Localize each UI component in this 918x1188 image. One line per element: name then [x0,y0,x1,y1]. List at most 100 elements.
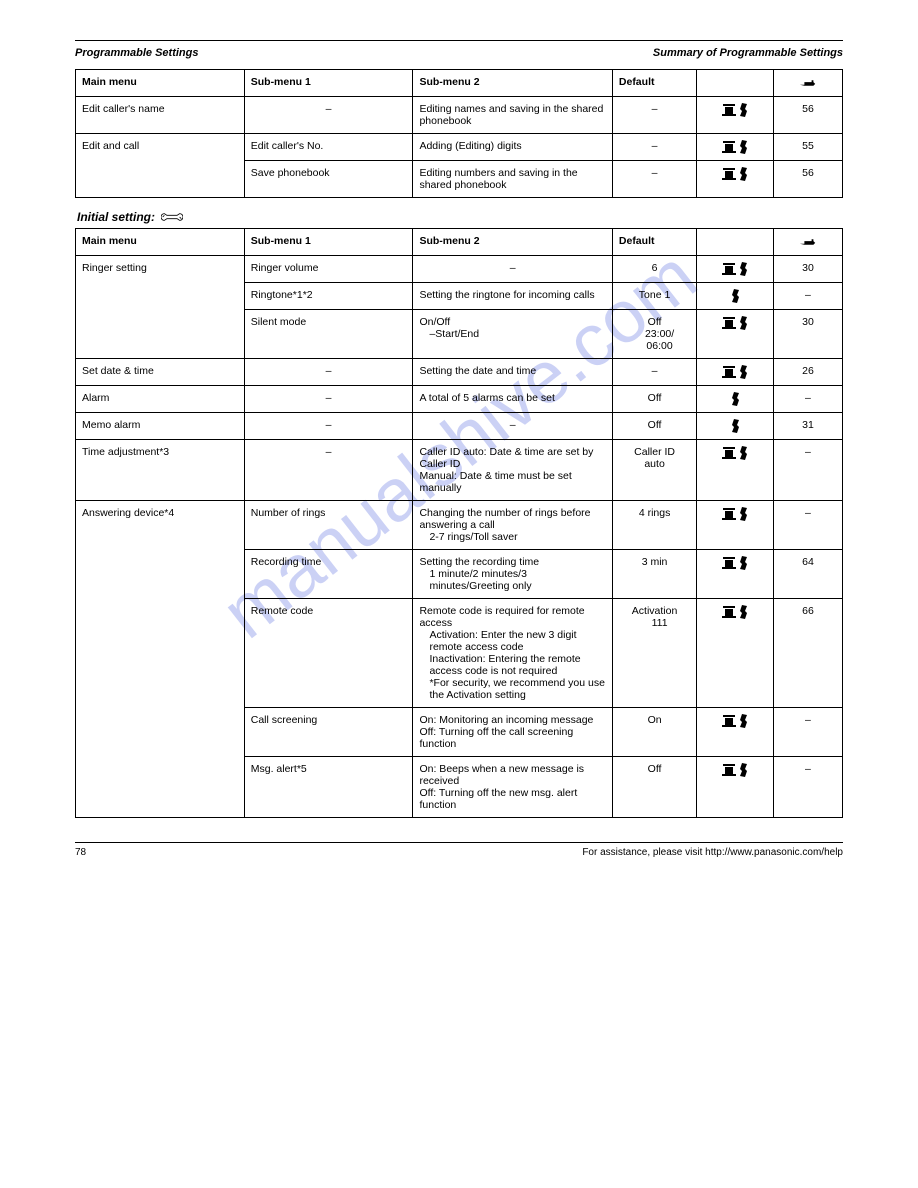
cell-sub1: Msg. alert*5 [244,757,413,818]
cell-default: Tone 1 [612,283,696,310]
cell-sub2: Caller ID auto: Date & time are set by C… [413,440,612,501]
cell-main: Ringer setting [76,256,245,359]
cell-default: Activation111 [612,599,696,708]
footer-page-num: 78 [75,847,86,858]
cell-sub2: Adding (Editing) digits [413,134,612,161]
page-footer: 78 For assistance, please visit http://w… [75,842,843,858]
cell-default: 4 rings [612,501,696,550]
cell-page: 56 [773,161,842,198]
cell-icons [697,97,774,134]
page-header: Programmable Settings Summary of Program… [75,47,843,59]
cell-default: – [612,161,696,198]
cell-main: Memo alarm [76,413,245,440]
cell-sub2: Editing names and saving in the shared p… [413,97,612,134]
cell-default: Off [612,757,696,818]
cell-sub1: Silent mode [244,310,413,359]
header-right: Summary of Programmable Settings [653,47,843,59]
handset-icon [739,103,749,117]
cell-default: 6 [612,256,696,283]
cell-page: 31 [773,413,842,440]
base-phone-icon [721,103,737,117]
cell-page: 64 [773,550,842,599]
footer-text: For assistance, please visit http://www.… [582,847,843,858]
cell-icons [697,386,774,413]
col-sub2: Sub-menu 2 [413,229,612,256]
cell-main: Set date & time [76,359,245,386]
cell-sub1: Call screening [244,708,413,757]
section-title: Initial setting: [77,210,843,224]
header-left: Programmable Settings [75,47,198,59]
cell-default: Off [612,413,696,440]
cell-main: Edit and call [76,134,245,198]
cell-page: 56 [773,97,842,134]
col-sub2: Sub-menu 2 [413,70,612,97]
cell-sub1: – [244,440,413,501]
col-default: Default [612,70,696,97]
handset-icon [739,140,749,154]
cell-sub1: Ringer volume [244,256,413,283]
cell-sub2: Setting the ringtone for incoming calls [413,283,612,310]
wrench-icon [161,212,183,222]
cell-main: Edit caller's name [76,97,245,134]
table-row: Ringer settingRinger volume–630 [76,256,843,283]
cell-default: Off23:00/06:00 [612,310,696,359]
cell-sub2: Setting the date and time [413,359,612,386]
cell-sub1: Save phonebook [244,161,413,198]
cell-sub1: – [244,413,413,440]
cell-sub2: – [413,413,612,440]
cell-default: 3 min [612,550,696,599]
table-header-row: Main menu Sub-menu 1 Sub-menu 2 Default [76,229,843,256]
col-page [773,70,842,97]
base-phone-icon [721,167,737,181]
cell-icons [697,310,774,359]
cell-sub2: Editing numbers and saving in the shared… [413,161,612,198]
cell-page: 55 [773,134,842,161]
table-row: Edit caller's name – Editing names and s… [76,97,843,134]
cell-default: On [612,708,696,757]
cell-sub1: Remote code [244,599,413,708]
cell-sub2: On/Off–Start/End [413,310,612,359]
cell-sub2: Changing the number of rings before answ… [413,501,612,550]
cell-main: Time adjustment*3 [76,440,245,501]
cell-sub1: – [244,359,413,386]
col-main: Main menu [76,229,245,256]
table-1: Main menu Sub-menu 1 Sub-menu 2 Default … [75,69,843,198]
table-2: Main menu Sub-menu 1 Sub-menu 2 Default … [75,228,843,818]
cell-icons [697,413,774,440]
cell-icons [697,708,774,757]
table-row: Edit and call Edit caller's No. Adding (… [76,134,843,161]
cell-sub1: Recording time [244,550,413,599]
table-row: Set date & time–Setting the date and tim… [76,359,843,386]
col-sub1: Sub-menu 1 [244,229,413,256]
cell-icons [697,599,774,708]
cell-page: – [773,708,842,757]
cell-default: – [612,134,696,161]
table-row: Alarm–A total of 5 alarms can be setOff– [76,386,843,413]
cell-sub1: Number of rings [244,501,413,550]
top-divider [75,40,843,41]
table-row: Time adjustment*3–Caller ID auto: Date &… [76,440,843,501]
hand-point-icon [799,235,817,249]
cell-icons [697,440,774,501]
cell-sub1: Ringtone*1*2 [244,283,413,310]
cell-sub1: – [244,386,413,413]
cell-main: Answering device*4 [76,501,245,818]
cell-main: Alarm [76,386,245,413]
table-header-row: Main menu Sub-menu 1 Sub-menu 2 Default [76,70,843,97]
cell-page: – [773,386,842,413]
table-row: Memo alarm––Off31 [76,413,843,440]
cell-icons [697,501,774,550]
cell-sub1: – [244,97,413,134]
cell-page: 26 [773,359,842,386]
cell-icons [697,550,774,599]
cell-page: 30 [773,256,842,283]
base-phone-icon [721,140,737,154]
cell-icons [697,359,774,386]
page-container: Programmable Settings Summary of Program… [0,0,918,888]
col-page [773,229,842,256]
section-title-text: Initial setting: [77,210,155,224]
cell-default: – [612,359,696,386]
cell-sub2: On: Monitoring an incoming messageOff: T… [413,708,612,757]
col-unit [697,70,774,97]
col-unit [697,229,774,256]
